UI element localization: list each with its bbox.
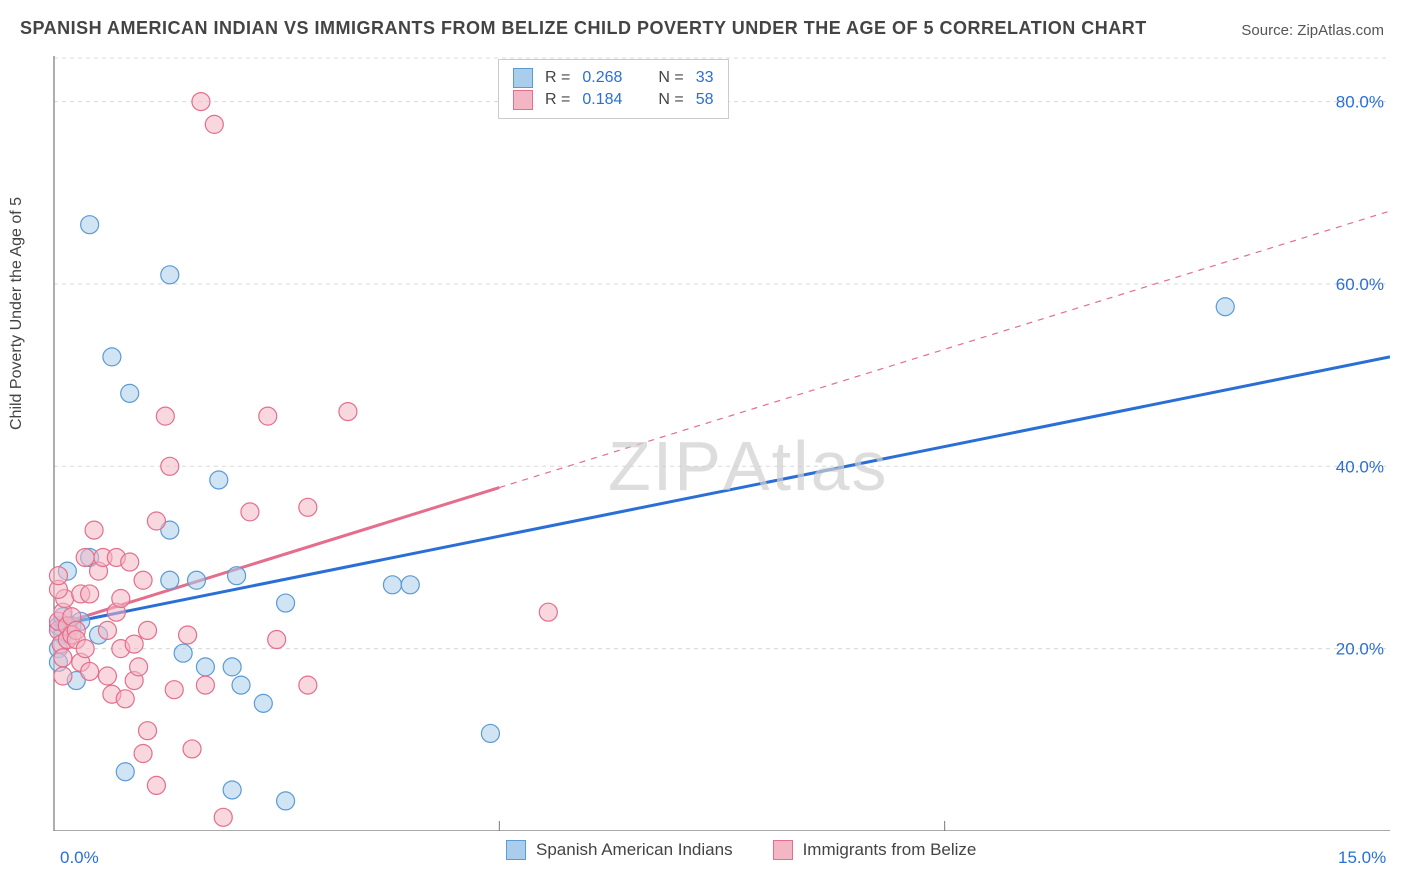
series-legend-item: Spanish American Indians <box>506 840 733 860</box>
correlation-legend: R = 0.268 N = 33 R = 0.184 N = 58 <box>498 59 729 119</box>
series-legend-item: Immigrants from Belize <box>773 840 977 860</box>
legend-r-value: 0.268 <box>582 69 622 87</box>
source-credit: Source: ZipAtlas.com <box>1241 22 1384 39</box>
scatter-plot: 20.0%40.0%60.0%80.0% ZIPAtlas R = 0.268N… <box>48 56 1390 831</box>
x-axis-max-label: 15.0% <box>1338 848 1386 868</box>
chart-title: SPANISH AMERICAN INDIAN VS IMMIGRANTS FR… <box>20 18 1147 39</box>
legend-swatch <box>513 90 533 110</box>
plot-svg: 20.0% 40.0% 60.0% 80.0% <box>48 56 1390 831</box>
svg-text:60.0%: 60.0% <box>1336 275 1384 294</box>
svg-text:40.0%: 40.0% <box>1336 457 1384 476</box>
series-name: Spanish American Indians <box>536 840 733 860</box>
legend-n-value: 58 <box>696 91 714 109</box>
legend-r-value: 0.184 <box>582 91 622 109</box>
x-axis-min-label: 0.0% <box>60 848 99 868</box>
legend-n-value: 33 <box>696 69 714 87</box>
legend-swatch <box>773 840 793 860</box>
source-link[interactable]: ZipAtlas.com <box>1297 22 1384 39</box>
series-legend: Spanish American Indians Immigrants from … <box>506 840 976 860</box>
legend-r-label: R = <box>545 69 570 87</box>
legend-row: R = 0.268 N = 33 <box>513 68 714 88</box>
legend-n-label: N = <box>658 69 683 87</box>
legend-row: R = 0.184 N = 58 <box>513 90 714 110</box>
legend-swatch <box>506 840 526 860</box>
legend-r-label: R = <box>545 91 570 109</box>
source-label: Source: <box>1241 22 1297 39</box>
legend-n-label: N = <box>658 91 683 109</box>
legend-swatch <box>513 68 533 88</box>
svg-text:80.0%: 80.0% <box>1336 93 1384 112</box>
series-name: Immigrants from Belize <box>803 840 977 860</box>
y-axis-label: Child Poverty Under the Age of 5 <box>8 197 26 430</box>
svg-text:20.0%: 20.0% <box>1336 640 1384 659</box>
